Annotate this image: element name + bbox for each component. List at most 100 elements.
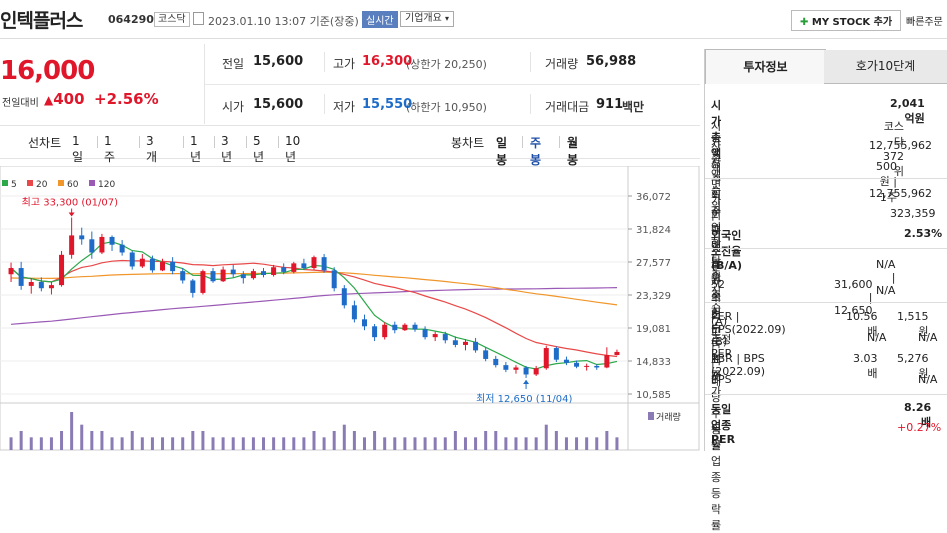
invest-value-2: 1,515원 — [897, 310, 929, 338]
volume-bar — [342, 424, 346, 450]
volume-label: 거래량 — [545, 57, 579, 71]
candle-body — [210, 271, 216, 282]
quote-datetime: 2023.01.10 13:07 기준(장중) — [208, 15, 359, 28]
invest-label: PBR | BPS (2022.09) — [711, 352, 766, 378]
candle-body — [200, 271, 206, 293]
tab-separator — [97, 136, 98, 148]
candle-body — [452, 340, 458, 345]
candle-body — [392, 324, 398, 331]
volume-bar — [140, 437, 144, 450]
volume-bar — [302, 437, 306, 450]
volume-bar — [120, 437, 124, 450]
candle-body — [220, 269, 226, 282]
candle-body — [261, 271, 267, 276]
high-arrow-head — [68, 212, 75, 217]
candle-body — [614, 351, 620, 356]
candle-body — [301, 263, 307, 269]
period-tab-3[interactable]: 1년 — [190, 134, 202, 164]
volume-bar — [453, 431, 457, 450]
volume-bar — [70, 412, 74, 450]
prev-close-value: 15,600 — [253, 54, 304, 69]
market-badge: 코스닥 — [154, 12, 190, 27]
invest-value: N/A | N/A — [876, 258, 896, 297]
volume-bar — [262, 437, 266, 450]
candle-body — [473, 341, 479, 351]
tab-separator — [522, 136, 523, 148]
y-tick-label: 14,833 — [636, 357, 671, 368]
invest-label: 배당수익률 — [711, 375, 722, 452]
period-tab-5[interactable]: 5년 — [253, 134, 265, 164]
realtime-button[interactable]: 실시간 — [362, 11, 398, 28]
section-divider — [705, 178, 947, 179]
candle-body — [271, 267, 277, 276]
volume-bar — [423, 437, 427, 450]
candle-body — [170, 261, 176, 272]
volume-bar — [413, 437, 417, 450]
open-label: 시가 — [222, 100, 245, 114]
y-tick-label: 27,577 — [636, 258, 671, 269]
amount-label: 거래대금 — [545, 100, 590, 114]
add-mystock-label: MY STOCK 추가 — [811, 17, 893, 28]
change-percent: +2.56% — [94, 90, 159, 108]
tab-invest-info[interactable]: 투자정보 — [705, 49, 826, 84]
tab-orderbook[interactable]: 호가10단계 — [824, 50, 947, 84]
volume-bar — [615, 437, 619, 450]
volume-bar — [554, 431, 558, 450]
invest-value: 8.26배 — [904, 401, 932, 429]
candle-body — [89, 239, 95, 253]
candle-body — [250, 271, 256, 279]
volume-bar — [171, 437, 175, 450]
company-info-dropdown[interactable]: 기업개요 ▾ — [400, 11, 455, 27]
period-tab-6[interactable]: 10년 — [285, 134, 301, 164]
quick-order-link[interactable]: 빠른주문 — [906, 17, 943, 28]
candle-body — [79, 235, 85, 240]
candle-body — [59, 254, 65, 286]
stock-name: 인텍플러스 — [0, 10, 83, 32]
candle-body — [139, 258, 145, 267]
volume-bar — [100, 431, 104, 450]
volume-bar — [272, 437, 276, 450]
period-tab-4[interactable]: 3년 — [221, 134, 233, 164]
invest-label: 외국인보유주식수(B) — [711, 209, 728, 348]
price-chart[interactable]: 36,072 31,824 27,577 23,329 19,081 14,833 10,5… — [0, 166, 700, 451]
divider — [530, 94, 531, 114]
amount-value: 911 — [596, 97, 624, 112]
candle-body — [119, 244, 125, 253]
volume-bar — [19, 431, 23, 450]
candle-body — [361, 319, 367, 327]
period-tab-0[interactable]: 1일 — [72, 134, 84, 164]
candle-body — [311, 257, 317, 269]
candle-tab-1[interactable]: 주봉 — [530, 136, 542, 167]
legend-label-5: 5 — [11, 180, 17, 190]
current-price: 16,000 — [0, 56, 95, 86]
candle-body — [8, 268, 14, 275]
high-label: 고가 — [333, 57, 356, 71]
volume-bar — [201, 431, 205, 450]
candle-body — [331, 270, 337, 289]
add-mystock-button[interactable]: ✚ MY STOCK 추가 — [791, 10, 902, 31]
volume-bar — [251, 437, 255, 450]
candle-body — [533, 368, 539, 375]
tab-separator — [246, 136, 247, 148]
volume-bar — [474, 437, 478, 450]
invest-value: 31,600 | 12,650 — [834, 278, 873, 317]
candle-tab-0[interactable]: 일봉 — [496, 136, 508, 167]
candle-body — [604, 355, 610, 368]
section-divider — [705, 302, 947, 303]
volume-bar — [332, 431, 336, 450]
candle-body — [230, 269, 236, 275]
volume-bar — [282, 437, 286, 450]
prev-close-label: 전일 — [222, 57, 245, 71]
stock-header — [0, 0, 947, 39]
invest-label: 추정PER | EPS — [711, 333, 733, 386]
volume-bar — [463, 437, 467, 450]
volume-bar — [181, 437, 185, 450]
candle-body — [543, 348, 549, 369]
volume-bar — [605, 431, 609, 450]
tab-separator — [278, 136, 279, 148]
volume-bar — [231, 437, 235, 450]
chart-frame — [0, 166, 700, 451]
tab-separator — [214, 136, 215, 148]
candle-tab-2[interactable]: 월봉 — [567, 136, 579, 167]
invest-value: 2,041억원 — [890, 97, 925, 125]
